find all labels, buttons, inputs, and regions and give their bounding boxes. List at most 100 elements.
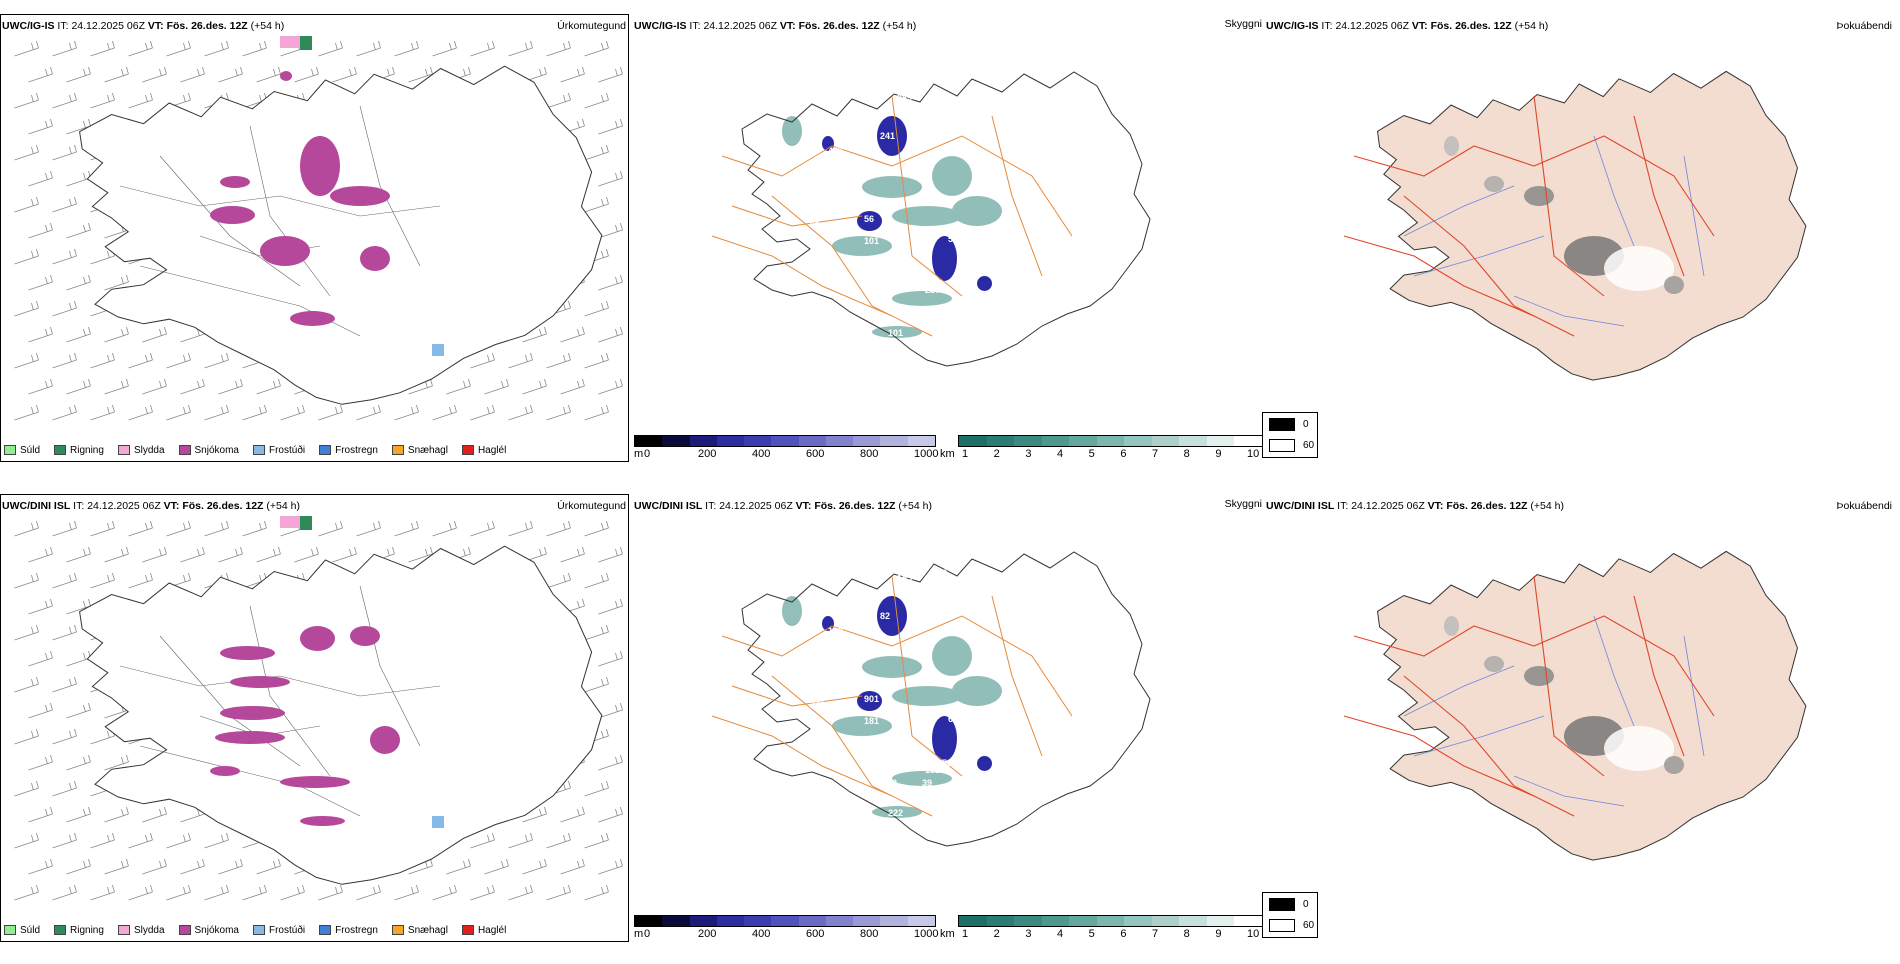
- panel-type-label: Skyggni: [1224, 498, 1262, 510]
- it-label: IT:: [1321, 20, 1333, 32]
- cloud-map: 989 78 241 211 447 52 605 56 99 94 101 58 237 101: [711, 71, 1151, 367]
- cloud-base-tick: 600: [806, 928, 825, 940]
- lead-time: (+54 h): [266, 500, 300, 512]
- cloud-base-color-step: [689, 916, 717, 926]
- visibility-color-step: [1234, 916, 1263, 926]
- vt-label: VT:: [163, 500, 180, 512]
- cloud-base-tick: 200: [698, 928, 717, 940]
- river-network: [1403, 135, 1705, 327]
- cloud-visibility-panel: UWC/DINI ISL IT: 24.12.2025 06Z VT: Fös.…: [632, 494, 1264, 964]
- cloud-base-label: 152: [925, 765, 940, 775]
- road-network: [1343, 95, 1715, 337]
- fog-legend-bottom: 0 60: [1262, 892, 1318, 938]
- visibility-tick: 8: [1183, 928, 1190, 940]
- precip-legend-item: Frostregn: [319, 445, 378, 456]
- precip-legend-label: Súld: [20, 444, 41, 456]
- visibility-color-step: [1151, 436, 1180, 446]
- cloud-base-label: 79: [862, 753, 872, 763]
- precip-legend-label: Snæhagl: [407, 924, 448, 936]
- vt-label: VT:: [147, 20, 164, 32]
- vt-label: VT:: [795, 500, 812, 512]
- fog-index-panel: UWC/IG-IS IT: 24.12.2025 06Z VT: Fös. 26…: [1264, 14, 1900, 484]
- row-ig-is: UWC/IG-IS IT: 24.12.2025 06Z VT: Fös. 26…: [0, 14, 1900, 484]
- panel-title: UWC/DINI ISL IT: 24.12.2025 06Z VT: Fös.…: [1266, 500, 1564, 512]
- visibility-tick: 2: [993, 928, 1000, 940]
- precip-legend-swatch: [391, 925, 404, 935]
- visibility-color-step: [1124, 436, 1152, 446]
- cloudbase-areas: [822, 116, 992, 291]
- precip-legend-swatch: [252, 445, 265, 455]
- cloud-base-tick: 1000: [914, 928, 939, 940]
- visibility-color-step: [1206, 916, 1235, 926]
- visibility-color-step: [986, 916, 1015, 926]
- fog-index-panel: UWC/DINI ISL IT: 24.12.2025 06Z VT: Fös.…: [1264, 494, 1900, 964]
- precip-legend-label: Slydda: [133, 924, 165, 936]
- precip-legend-label: Frostúði: [268, 444, 306, 456]
- cloud-base-color-step: [662, 916, 690, 926]
- precip-legend-item: Haglél: [461, 444, 507, 456]
- visibility-color-step: [1151, 916, 1180, 926]
- cloud-base-tick: 800: [860, 448, 879, 460]
- precip-legend-item: Súld: [4, 925, 40, 936]
- precip-legend-swatch: [54, 925, 67, 935]
- vt-value: Fös. 26.des. 12Z: [182, 500, 264, 512]
- iceland-outline: [79, 545, 603, 885]
- cloud-base-colorbar: [634, 435, 936, 447]
- panel-type-label: Úrkomutegund: [557, 500, 626, 512]
- river-network: [1403, 615, 1705, 807]
- cloud-base-label: 273: [810, 700, 825, 710]
- precip-legend-label: Rigning: [70, 444, 104, 456]
- it-label: IT:: [57, 20, 69, 32]
- cloud-base-label: 94: [842, 218, 852, 228]
- precip-legend-item: Haglél: [461, 925, 506, 936]
- precip-legend-label: Haglél: [477, 444, 507, 456]
- it-value: 24.12.2025 06Z: [1335, 20, 1409, 32]
- visibility-unit: km: [940, 448, 955, 460]
- cloud-base-tick: 0: [644, 448, 651, 460]
- fog-legend-swatch-60: [1269, 439, 1295, 452]
- panel-title: UWC/DINI ISL IT: 24.12.2025 06Z VT: Fös.…: [634, 500, 932, 512]
- visibility-tick: 6: [1120, 928, 1127, 940]
- vt-value: Fös. 26.des. 12Z: [798, 20, 880, 32]
- cloud-base-labels: 989 78 241 211 447 52 605 56 99 94 101 58 237 101: [810, 88, 958, 338]
- precip-legend-label: Frostregn: [335, 924, 378, 936]
- fog-legend-swatch-0: [1269, 898, 1295, 911]
- visibility-tick: 1: [962, 448, 969, 460]
- cloud-base-color-step: [880, 916, 908, 926]
- precip-legend-item: Snjókoma: [178, 924, 239, 936]
- road-network: [711, 575, 1073, 817]
- visibility-color-step: [1206, 436, 1235, 446]
- vt-value: Fös. 26.des. 12Z: [814, 500, 896, 512]
- lead-time: (+54 h): [882, 20, 917, 32]
- iceland-outline: [1376, 70, 1807, 381]
- visibility-tick: 4: [1057, 928, 1064, 940]
- fog-legend-label-60: 60: [1303, 440, 1315, 451]
- fog-legend-label-60: 60: [1303, 920, 1315, 931]
- vt-value: Fös. 26.des. 12Z: [166, 20, 248, 32]
- row-dini-isl: UWC/DINI ISL IT: 24.12.2025 06Z VT: Fös.…: [0, 494, 1900, 964]
- it-value: 24.12.2025 06Z: [71, 20, 145, 32]
- it-value: 24.12.2025 06Z: [703, 20, 777, 32]
- precip-legend-item: Slydda: [117, 924, 165, 936]
- visibility-tick: 2: [993, 448, 1000, 460]
- cloud-base-tick: 1000: [914, 448, 939, 460]
- precip-legend-item: Snæhagl: [391, 924, 448, 936]
- visibility-areas: [782, 596, 1002, 818]
- precip-legend-swatch: [117, 925, 130, 935]
- precip-legend-label: Slydda: [133, 444, 165, 456]
- cloud-base-label: 100: [860, 826, 875, 836]
- visibility-tick: 3: [1025, 928, 1032, 940]
- fog-gray-areas: [1444, 616, 1684, 774]
- visibility-color-step: [1014, 916, 1042, 926]
- it-label: IT:: [705, 500, 717, 512]
- precip-legend-label: Snjókoma: [194, 924, 239, 936]
- fog-legend-top: 0 60: [1262, 412, 1318, 458]
- precip-legend-item: Súld: [4, 445, 40, 456]
- precip-legend-swatch: [391, 445, 404, 455]
- precip-legend-swatch: [117, 445, 130, 455]
- cloud-base-label: 39: [922, 778, 932, 788]
- panel-title: UWC/IG-IS IT: 24.12.2025 06Z VT: Fös. 26…: [634, 20, 916, 32]
- cloud-base-label: 99: [810, 220, 820, 230]
- visibility-tick: 10: [1247, 448, 1260, 460]
- cloud-base-unit: m: [634, 928, 644, 940]
